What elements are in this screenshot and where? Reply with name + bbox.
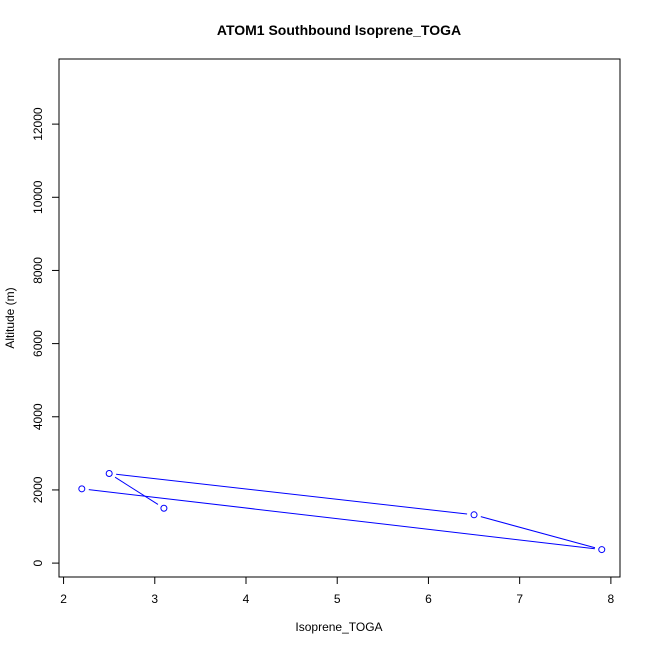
y-tick-label: 4000	[31, 403, 45, 430]
x-tick-label: 3	[151, 592, 158, 606]
series-line-segment	[480, 516, 596, 549]
data-point	[470, 511, 478, 519]
series-line-segment	[114, 476, 159, 505]
x-tick-label: 2	[60, 592, 67, 606]
x-tick-label: 6	[425, 592, 432, 606]
y-tick-label: 2000	[31, 476, 45, 503]
x-tick-label: 5	[334, 592, 341, 606]
series-line-segment	[116, 473, 468, 515]
y-tick-label: 6000	[31, 330, 45, 357]
data-point	[78, 485, 86, 493]
chart-title: ATOM1 Southbound Isoprene_TOGA	[217, 22, 461, 38]
x-axis: 2 3 4 5 6 7 8	[60, 576, 615, 606]
data-point	[160, 504, 168, 512]
y-tick-label: 0	[31, 559, 45, 566]
y-axis-label: Altitude (m)	[3, 287, 17, 348]
x-tick-label: 4	[243, 592, 250, 606]
data-point	[598, 546, 606, 554]
y-tick-label: 8000	[31, 257, 45, 284]
y-axis: 0 2000 4000 6000 8000 10000 12000	[31, 107, 60, 566]
y-tick-label: 10000	[31, 180, 45, 214]
x-axis-label: Isoprene_TOGA	[295, 620, 382, 634]
data-point	[105, 469, 113, 477]
series-layer	[78, 469, 606, 554]
x-tick-label: 7	[516, 592, 523, 606]
y-tick-label: 12000	[31, 107, 45, 141]
x-tick-label: 8	[608, 592, 615, 606]
series-line-segment	[88, 489, 595, 550]
